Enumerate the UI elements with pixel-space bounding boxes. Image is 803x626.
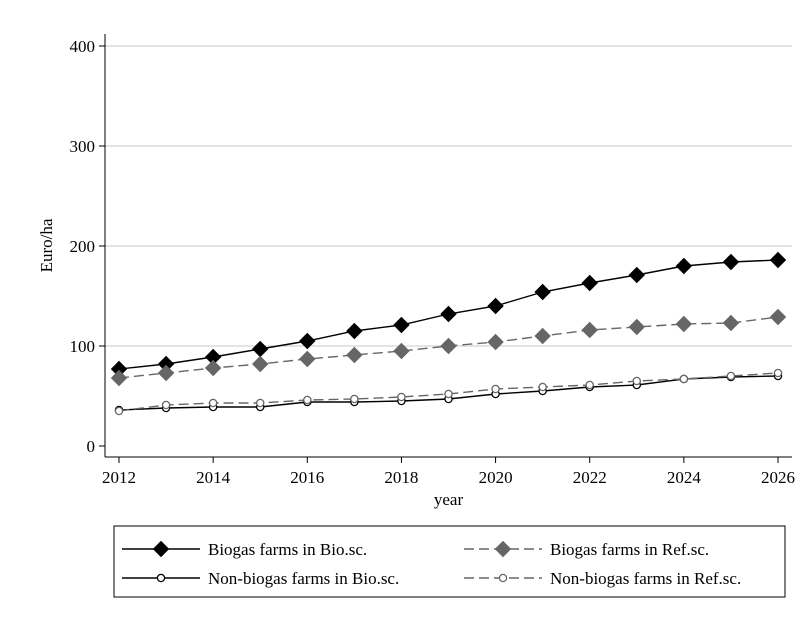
tick-marks: 0 100 200 300 400 2012 2014 2016 2018 2020 2022 202… — [70, 37, 796, 487]
data-point — [255, 398, 265, 408]
data-point — [722, 314, 740, 332]
data-point — [204, 359, 222, 377]
data-point — [393, 342, 410, 360]
series-1 — [110, 251, 787, 378]
y-tick-label: 400 — [70, 37, 96, 56]
x-tick-label: 2016 — [290, 468, 324, 487]
x-tick-label: 2018 — [384, 468, 418, 487]
x-axis-title: year — [434, 490, 464, 509]
x-tick-label: 2022 — [573, 468, 607, 487]
legend-label: Biogas farms in Ref.sc. — [550, 540, 709, 559]
data-point — [252, 355, 269, 373]
series-2 — [110, 308, 787, 387]
data-point — [632, 376, 642, 386]
x-tick-label: 2014 — [196, 468, 231, 487]
data-point — [538, 382, 547, 392]
legend-item: Non-biogas farms in Ref.sc. — [464, 569, 741, 588]
data-point — [397, 392, 406, 402]
data-series — [110, 251, 787, 416]
x-tick-label: 2020 — [479, 468, 513, 487]
data-point — [346, 322, 363, 340]
data-point — [679, 374, 689, 384]
data-point — [581, 321, 598, 339]
data-point — [487, 297, 504, 315]
data-point — [773, 368, 783, 378]
legend: Biogas farms in Bio.sc. Biogas farms in R… — [113, 525, 786, 598]
legend-swatch-marker — [156, 573, 166, 583]
legend-label: Biogas farms in Bio.sc. — [208, 540, 367, 559]
data-point — [769, 251, 787, 269]
data-point — [628, 266, 645, 284]
legend-label: Non-biogas farms in Bio.sc. — [208, 569, 399, 588]
data-point — [161, 400, 171, 410]
data-point — [722, 253, 740, 271]
x-tick-label: 2024 — [667, 468, 702, 487]
data-point — [726, 371, 736, 381]
data-point — [110, 369, 128, 387]
y-tick-label: 0 — [87, 437, 96, 456]
x-tick-label: 2012 — [102, 468, 136, 487]
data-point — [581, 274, 598, 292]
data-point — [299, 332, 316, 350]
data-point — [208, 398, 218, 408]
data-point — [393, 316, 410, 334]
data-point — [157, 364, 175, 382]
legend-item: Biogas farms in Ref.sc. — [464, 540, 709, 559]
y-tick-label: 100 — [70, 337, 96, 356]
data-point — [769, 308, 787, 326]
data-point — [585, 380, 594, 390]
data-point — [534, 283, 551, 301]
data-point — [491, 384, 500, 394]
data-point — [534, 327, 551, 345]
data-point — [440, 305, 457, 323]
x-tick-label: 2026 — [761, 468, 795, 487]
data-point — [350, 394, 359, 404]
legend-swatch-marker — [498, 573, 508, 583]
data-point — [444, 389, 453, 399]
data-point — [440, 337, 457, 355]
y-tick-label: 300 — [70, 137, 96, 156]
data-point — [675, 315, 693, 333]
series-4 — [114, 368, 783, 416]
legend-swatch-marker — [494, 540, 512, 558]
data-point — [303, 395, 312, 405]
data-point — [114, 406, 124, 416]
data-point — [675, 257, 693, 275]
legend-swatch-marker — [152, 540, 170, 558]
legend-label: Non-biogas farms in Ref.sc. — [550, 569, 741, 588]
data-point — [487, 333, 504, 351]
y-tick-label: 200 — [70, 237, 96, 256]
data-point — [299, 350, 316, 368]
legend-frame — [113, 525, 786, 598]
data-point — [346, 346, 363, 364]
data-point — [628, 318, 645, 336]
legend-item: Biogas farms in Bio.sc. — [122, 540, 367, 559]
y-axis-title: Euro/ha — [37, 218, 56, 272]
legend-item: Non-biogas farms in Bio.sc. — [122, 569, 399, 588]
